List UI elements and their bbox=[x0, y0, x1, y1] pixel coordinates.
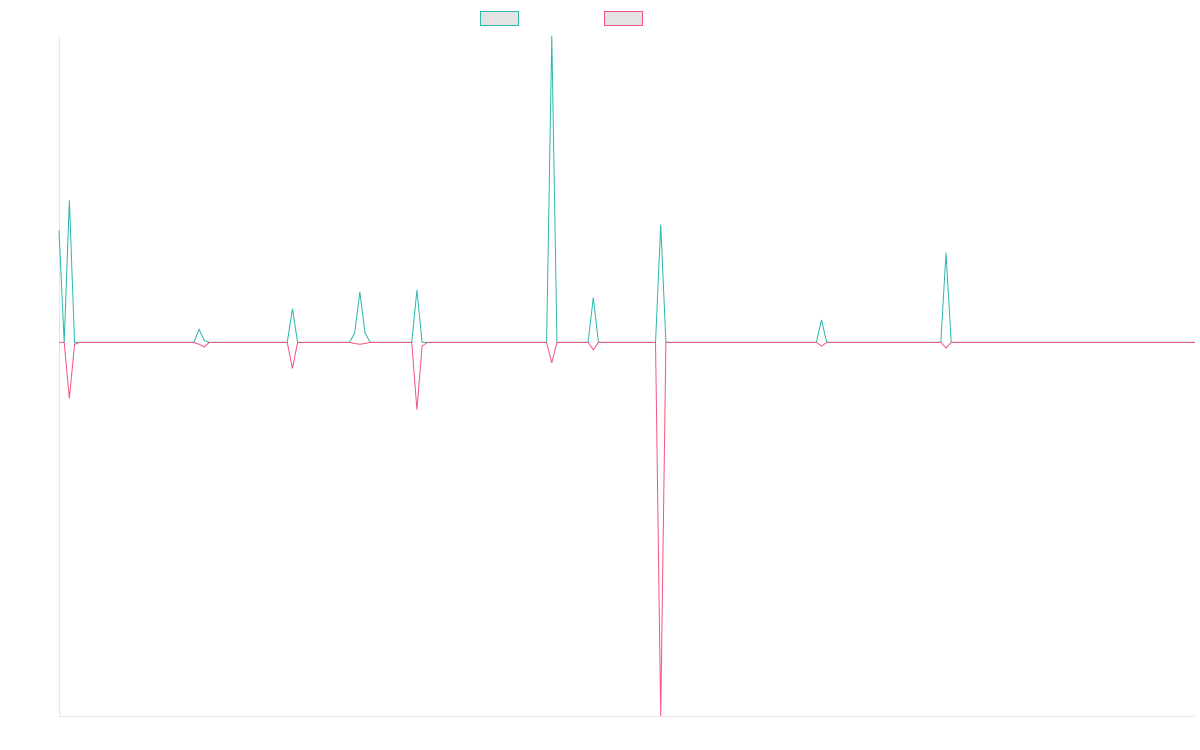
legend bbox=[480, 9, 650, 27]
legend-item-series-1[interactable] bbox=[480, 9, 525, 27]
series-layer bbox=[58, 35, 1195, 717]
legend-swatch-series-1 bbox=[480, 10, 519, 26]
legend-swatch-series-2 bbox=[604, 10, 643, 26]
series-line-1 bbox=[58, 35, 1195, 343]
legend-item-series-2[interactable] bbox=[604, 9, 649, 27]
series-line-2 bbox=[59, 341, 1195, 717]
